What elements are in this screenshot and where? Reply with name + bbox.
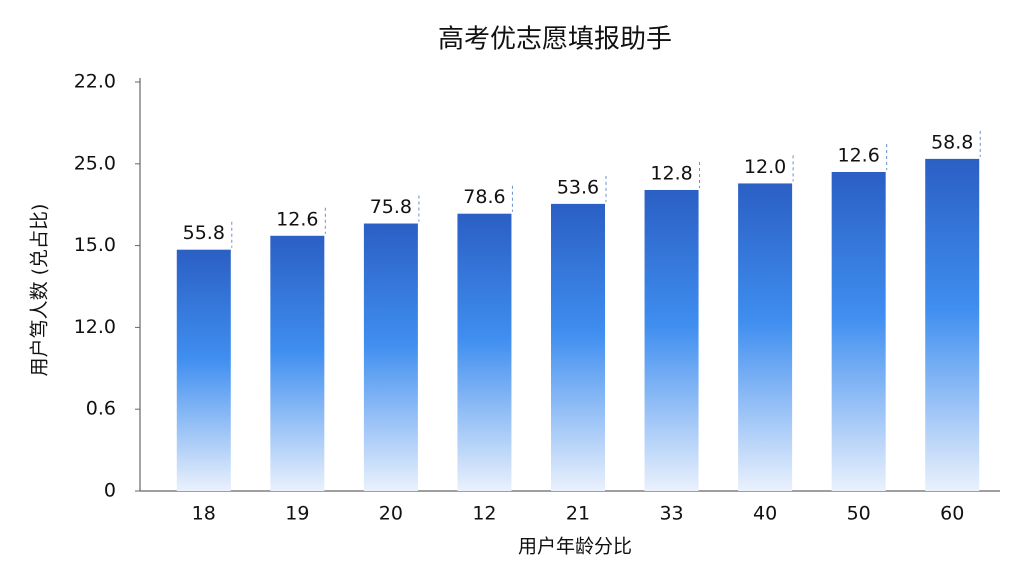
bar [551, 203, 605, 491]
bar-annotation: 12.6 [838, 144, 880, 166]
bar [270, 235, 325, 491]
x-tick-label: 18 [192, 503, 216, 525]
y-tick-label: 25.0 [74, 152, 116, 174]
x-tick-label: 33 [659, 503, 683, 525]
bar [457, 213, 512, 491]
y-tick-label: 0.6 [86, 398, 116, 420]
bar [831, 171, 886, 492]
bar-annotation: 53.6 [557, 176, 599, 198]
y-tick-label: 22.0 [74, 71, 116, 93]
bar [738, 183, 793, 491]
y-tick-label: 12.0 [74, 316, 116, 338]
y-tick-label: 0 [104, 480, 116, 502]
bar-annotation: 58.8 [931, 131, 973, 153]
bar [363, 223, 418, 491]
x-tick-label: 19 [285, 503, 309, 525]
x-tick-label: 50 [847, 503, 871, 525]
bar-annotation: 55.8 [183, 222, 225, 244]
bar [925, 158, 980, 491]
bar [644, 189, 699, 491]
bar [176, 249, 231, 491]
y-axis-label: 用户笃人数 (兑占比) [29, 204, 51, 377]
bar-annotation: 12.0 [744, 156, 786, 178]
bar-annotation: 78.6 [463, 186, 505, 208]
x-tick-label: 40 [753, 503, 777, 525]
bar-annotation: 75.8 [370, 196, 412, 218]
bar-annotation: 12.6 [276, 208, 318, 230]
x-tick-label: 20 [379, 503, 403, 525]
x-tick-label: 21 [566, 503, 590, 525]
y-tick-label: 15.0 [74, 234, 116, 256]
x-tick-label: 60 [940, 503, 964, 525]
chart-title: 高考优志愿填报助手 [438, 25, 672, 55]
x-tick-label: 12 [472, 503, 496, 525]
x-axis-label: 用户年龄分比 [518, 536, 632, 558]
bar-annotation: 12.8 [650, 162, 692, 184]
